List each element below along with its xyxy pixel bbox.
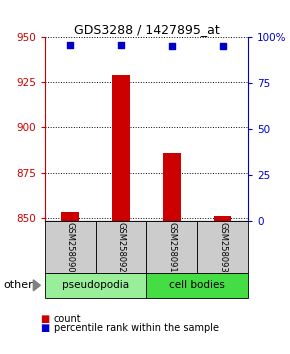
Text: GSM258090: GSM258090 [66, 222, 75, 272]
Text: count: count [54, 314, 81, 324]
Polygon shape [33, 280, 40, 291]
Bar [61, 212, 79, 221]
Point [220, 44, 225, 49]
Text: GSM258093: GSM258093 [218, 222, 227, 272]
Bar [214, 216, 231, 221]
Point [119, 42, 124, 47]
Text: ■: ■ [40, 323, 50, 333]
Text: ■: ■ [40, 314, 50, 324]
Text: GSM258091: GSM258091 [167, 222, 176, 272]
Bar [112, 75, 130, 221]
Text: GSM258092: GSM258092 [117, 222, 126, 272]
Text: cell bodies: cell bodies [169, 280, 225, 290]
Text: pseudopodia: pseudopodia [62, 280, 129, 290]
Text: other: other [3, 280, 33, 290]
Bar [163, 153, 181, 221]
Point [169, 44, 174, 49]
Title: GDS3288 / 1427895_at: GDS3288 / 1427895_at [74, 23, 219, 36]
Point [68, 42, 72, 47]
Text: percentile rank within the sample: percentile rank within the sample [54, 323, 219, 333]
